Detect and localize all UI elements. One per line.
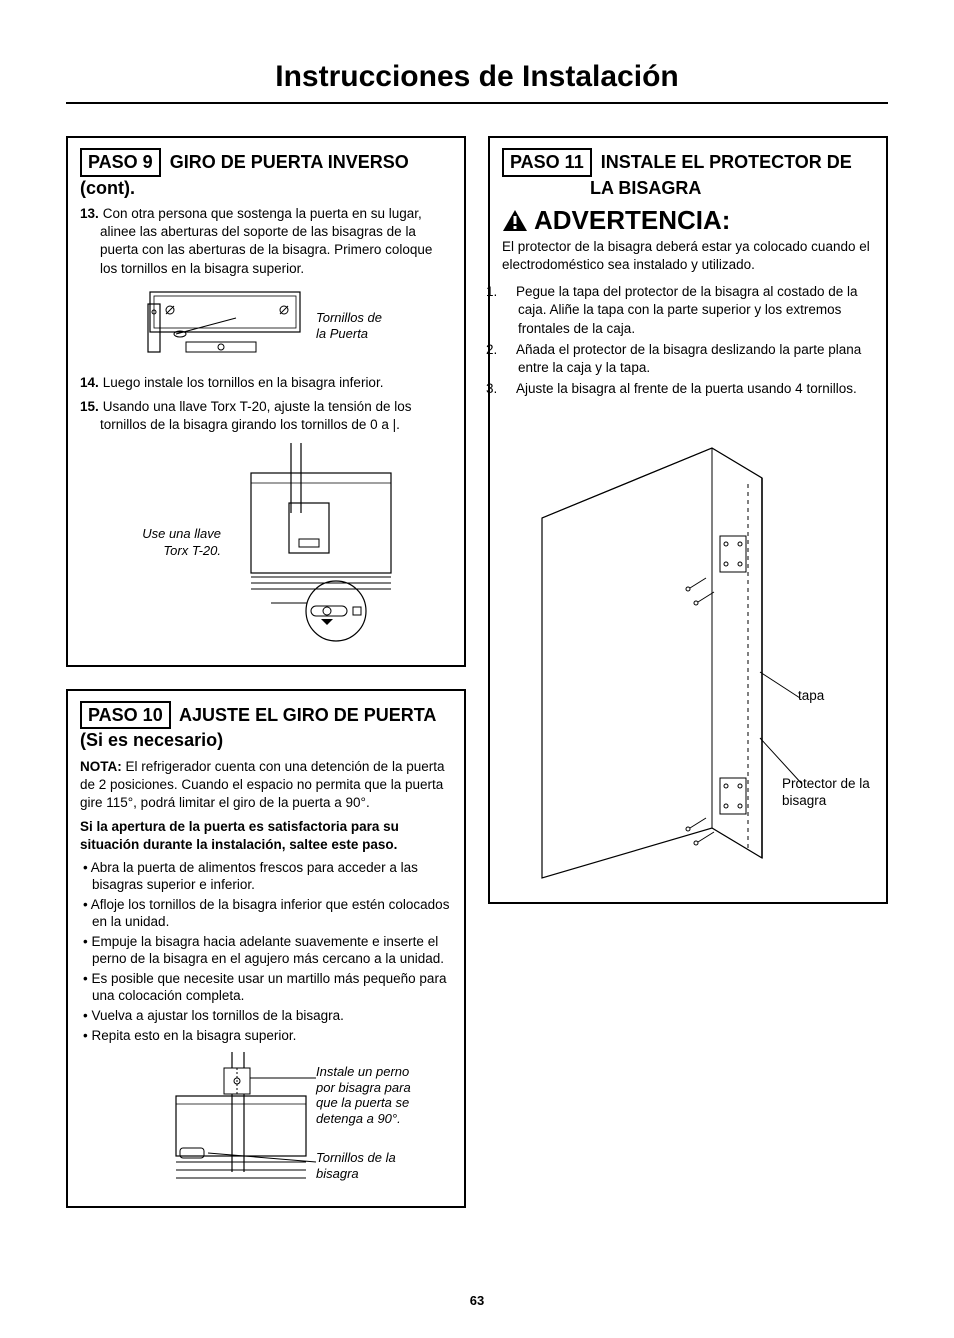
note-label: NOTA: bbox=[80, 759, 122, 774]
item-number: 13. bbox=[80, 206, 99, 221]
right-column: PASO 11 INSTALE EL PROTECTOR DE LA BISAG… bbox=[488, 136, 888, 1230]
step-9-figure-2: Use una llave Torx T-20. bbox=[80, 443, 452, 643]
figure-caption-2: Tornillos de la bisagra bbox=[316, 1150, 416, 1181]
item-number: 14. bbox=[80, 375, 99, 390]
step-9-title: GIRO DE PUERTA INVERSO bbox=[170, 152, 409, 172]
list-item: 2.Añada el protector de la bisagra desli… bbox=[502, 341, 874, 377]
list-item: Repita esto en la bisagra superior. bbox=[80, 1027, 452, 1045]
list-item: 3.Ajuste la bisagra al frente de la puer… bbox=[502, 380, 874, 398]
figure-label-protector: Protector de la bisagra bbox=[782, 776, 882, 808]
left-column: PASO 9 GIRO DE PUERTA INVERSO (cont). 13… bbox=[66, 136, 466, 1230]
step-11-steps: 1.Pegue la tapa del protector de la bisa… bbox=[502, 283, 874, 398]
list-item: 1.Pegue la tapa del protector de la bisa… bbox=[502, 283, 874, 338]
item-text: Con otra persona que sostenga la puerta … bbox=[100, 206, 432, 276]
step-9-item-15: 15.Usando una llave Torx T-20, ajuste la… bbox=[100, 398, 452, 434]
step-11-box: PASO 11 INSTALE EL PROTECTOR DE LA BISAG… bbox=[488, 136, 888, 904]
step-9-subtitle: (cont). bbox=[80, 177, 452, 200]
step-11-subtitle: LA BISAGRA bbox=[502, 177, 874, 200]
step-10-header: PASO 10 AJUSTE EL GIRO DE PUERTA (Si es … bbox=[80, 701, 452, 752]
step-11-label: PASO 11 bbox=[502, 148, 592, 177]
item-number: 15. bbox=[80, 399, 99, 414]
item-text: Usando una llave Torx T-20, ajuste la te… bbox=[100, 399, 411, 432]
figure-2-caption: Use una llave Torx T-20. bbox=[131, 526, 221, 559]
item-text: Luego instale los tornillos en la bisagr… bbox=[103, 375, 384, 390]
step-9-header: PASO 9 GIRO DE PUERTA INVERSO (cont). bbox=[80, 148, 452, 199]
step-11-figure: tapa Protector de la bisagra bbox=[502, 418, 874, 888]
step-11-header: PASO 11 INSTALE EL PROTECTOR DE LA BISAG… bbox=[502, 148, 874, 199]
figure-1-caption: Tornillos de la Puerta bbox=[316, 310, 386, 343]
list-item: Afloje los tornillos de la bisagra infer… bbox=[80, 896, 452, 931]
step-9-item-13: 13.Con otra persona que sostenga la puer… bbox=[100, 205, 452, 278]
door-screws-diagram-icon bbox=[146, 286, 306, 366]
step-10-subtitle: (Si es necesario) bbox=[80, 729, 452, 752]
note-text: El refrigerador cuenta con una detención… bbox=[80, 759, 444, 810]
list-item: Es posible que necesite usar un martillo… bbox=[80, 970, 452, 1005]
step-text: Pegue la tapa del protector de la bisagr… bbox=[516, 284, 857, 335]
warning-text: El protector de la bisagra deberá estar … bbox=[502, 238, 874, 273]
list-item: Empuje la bisagra hacia adelante suaveme… bbox=[80, 933, 452, 968]
page-title: Instrucciones de Instalación bbox=[66, 60, 888, 104]
step-11-title: INSTALE EL PROTECTOR DE bbox=[601, 152, 852, 172]
list-item: Vuelva a ajustar los tornillos de la bis… bbox=[80, 1007, 452, 1025]
warning-word: ADVERTENCIA: bbox=[534, 205, 730, 236]
torx-adjust-diagram-icon bbox=[231, 443, 401, 643]
step-text: Ajuste la bisagra al frente de la puerta… bbox=[516, 381, 857, 396]
step-9-item-14: 14.Luego instale los tornillos en la bis… bbox=[100, 374, 452, 392]
step-text: Añada el protector de la bisagra desliza… bbox=[516, 342, 861, 375]
warning-header: ADVERTENCIA: bbox=[502, 205, 874, 236]
step-9-label: PASO 9 bbox=[80, 148, 161, 177]
list-item: Abra la puerta de alimentos frescos para… bbox=[80, 859, 452, 894]
step-10-title: AJUSTE EL GIRO DE PUERTA bbox=[179, 705, 436, 725]
step-10-figure: Instale un perno por bisagra para que la… bbox=[116, 1052, 416, 1192]
figure-caption-1: Instale un perno por bisagra para que la… bbox=[316, 1064, 426, 1126]
step-10-bullets: Abra la puerta de alimentos frescos para… bbox=[80, 859, 452, 1044]
step-10-note: NOTA: El refrigerador cuenta con una det… bbox=[80, 758, 452, 813]
figure-label-tapa: tapa bbox=[798, 688, 824, 704]
step-10-box: PASO 10 AJUSTE EL GIRO DE PUERTA (Si es … bbox=[66, 689, 466, 1209]
step-9-figure-1: Tornillos de la Puerta bbox=[80, 286, 452, 366]
warning-triangle-icon bbox=[502, 209, 528, 233]
hinge-protector-diagram-icon bbox=[502, 418, 872, 888]
page-number: 63 bbox=[0, 1293, 954, 1308]
two-column-layout: PASO 9 GIRO DE PUERTA INVERSO (cont). 13… bbox=[66, 136, 888, 1230]
step-10-bold-instruction: Si la apertura de la puerta es satisfact… bbox=[80, 818, 452, 854]
step-9-box: PASO 9 GIRO DE PUERTA INVERSO (cont). 13… bbox=[66, 136, 466, 667]
step-10-label: PASO 10 bbox=[80, 701, 171, 730]
